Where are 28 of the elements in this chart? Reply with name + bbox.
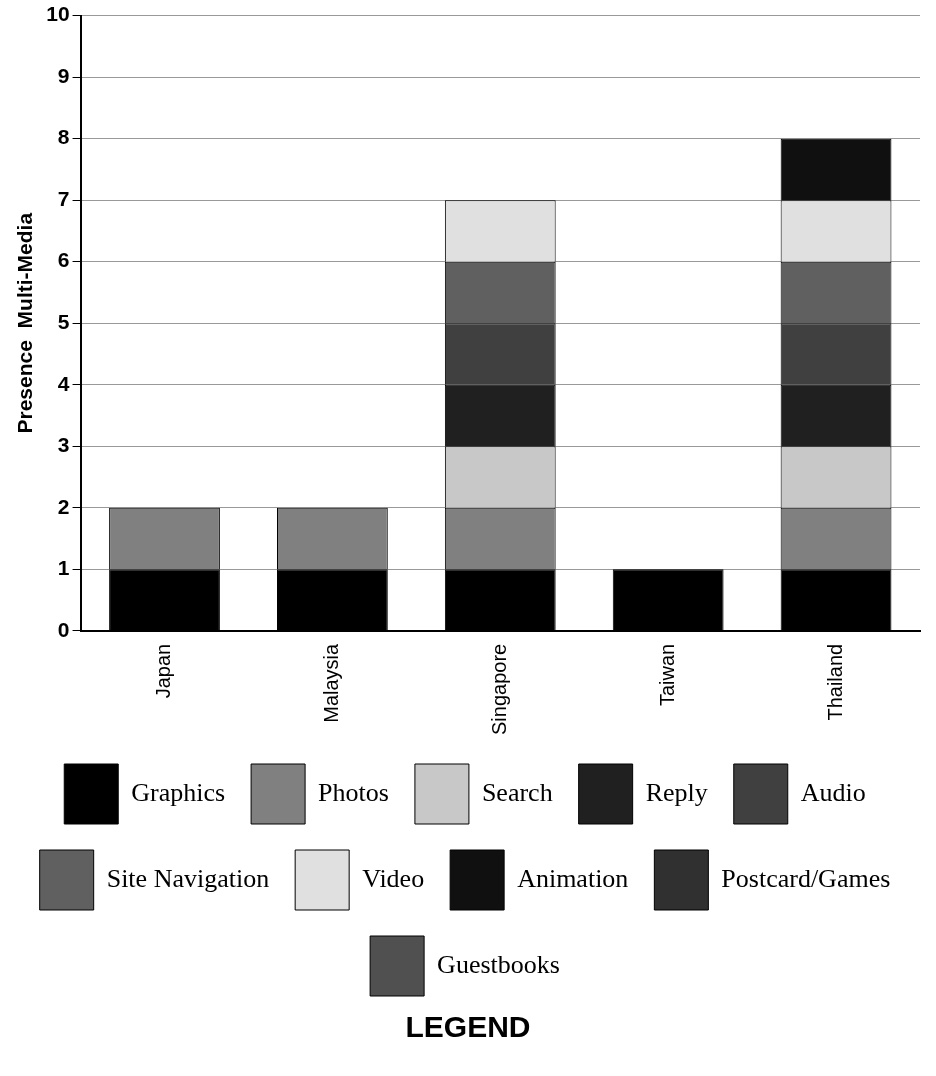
y-tick-label: 5 xyxy=(57,310,70,334)
legend-label: Graphics xyxy=(131,777,226,807)
x-tick-label: Japan xyxy=(152,643,175,699)
y-tick-label: 1 xyxy=(57,556,70,580)
legend-label: Photos xyxy=(318,777,389,807)
legend-label: Audio xyxy=(800,777,866,807)
y-tick-label: 2 xyxy=(57,494,70,518)
legend-label: Search xyxy=(481,777,553,807)
legend-label: Reply xyxy=(645,777,708,807)
legend-label: Postcard/Games xyxy=(721,863,891,893)
y-tick-label: 0 xyxy=(57,617,70,641)
y-tick-label: 4 xyxy=(57,371,70,395)
y-tick-label: 7 xyxy=(57,186,70,210)
y-tick-label: 8 xyxy=(57,125,70,149)
legend-label: Guestbooks xyxy=(437,949,560,979)
x-tick-label: Taiwan xyxy=(655,643,678,707)
y-tick-label: 10 xyxy=(46,2,70,26)
x-tick-label: Singapore xyxy=(487,643,510,736)
legend-label: Animation xyxy=(517,863,629,893)
legend-label: Video xyxy=(362,863,425,893)
y-tick-label: 3 xyxy=(57,433,70,457)
y-axis-title: Presence Multi-Media xyxy=(13,212,37,434)
y-tick-label: 9 xyxy=(57,63,70,87)
legend-label: Site Navigation xyxy=(106,863,270,893)
legend-title: LEGEND xyxy=(405,1010,531,1044)
y-tick-label: 6 xyxy=(57,248,70,272)
x-tick-label: Thailand xyxy=(823,643,846,721)
x-tick-label: Malaysia xyxy=(319,642,342,723)
